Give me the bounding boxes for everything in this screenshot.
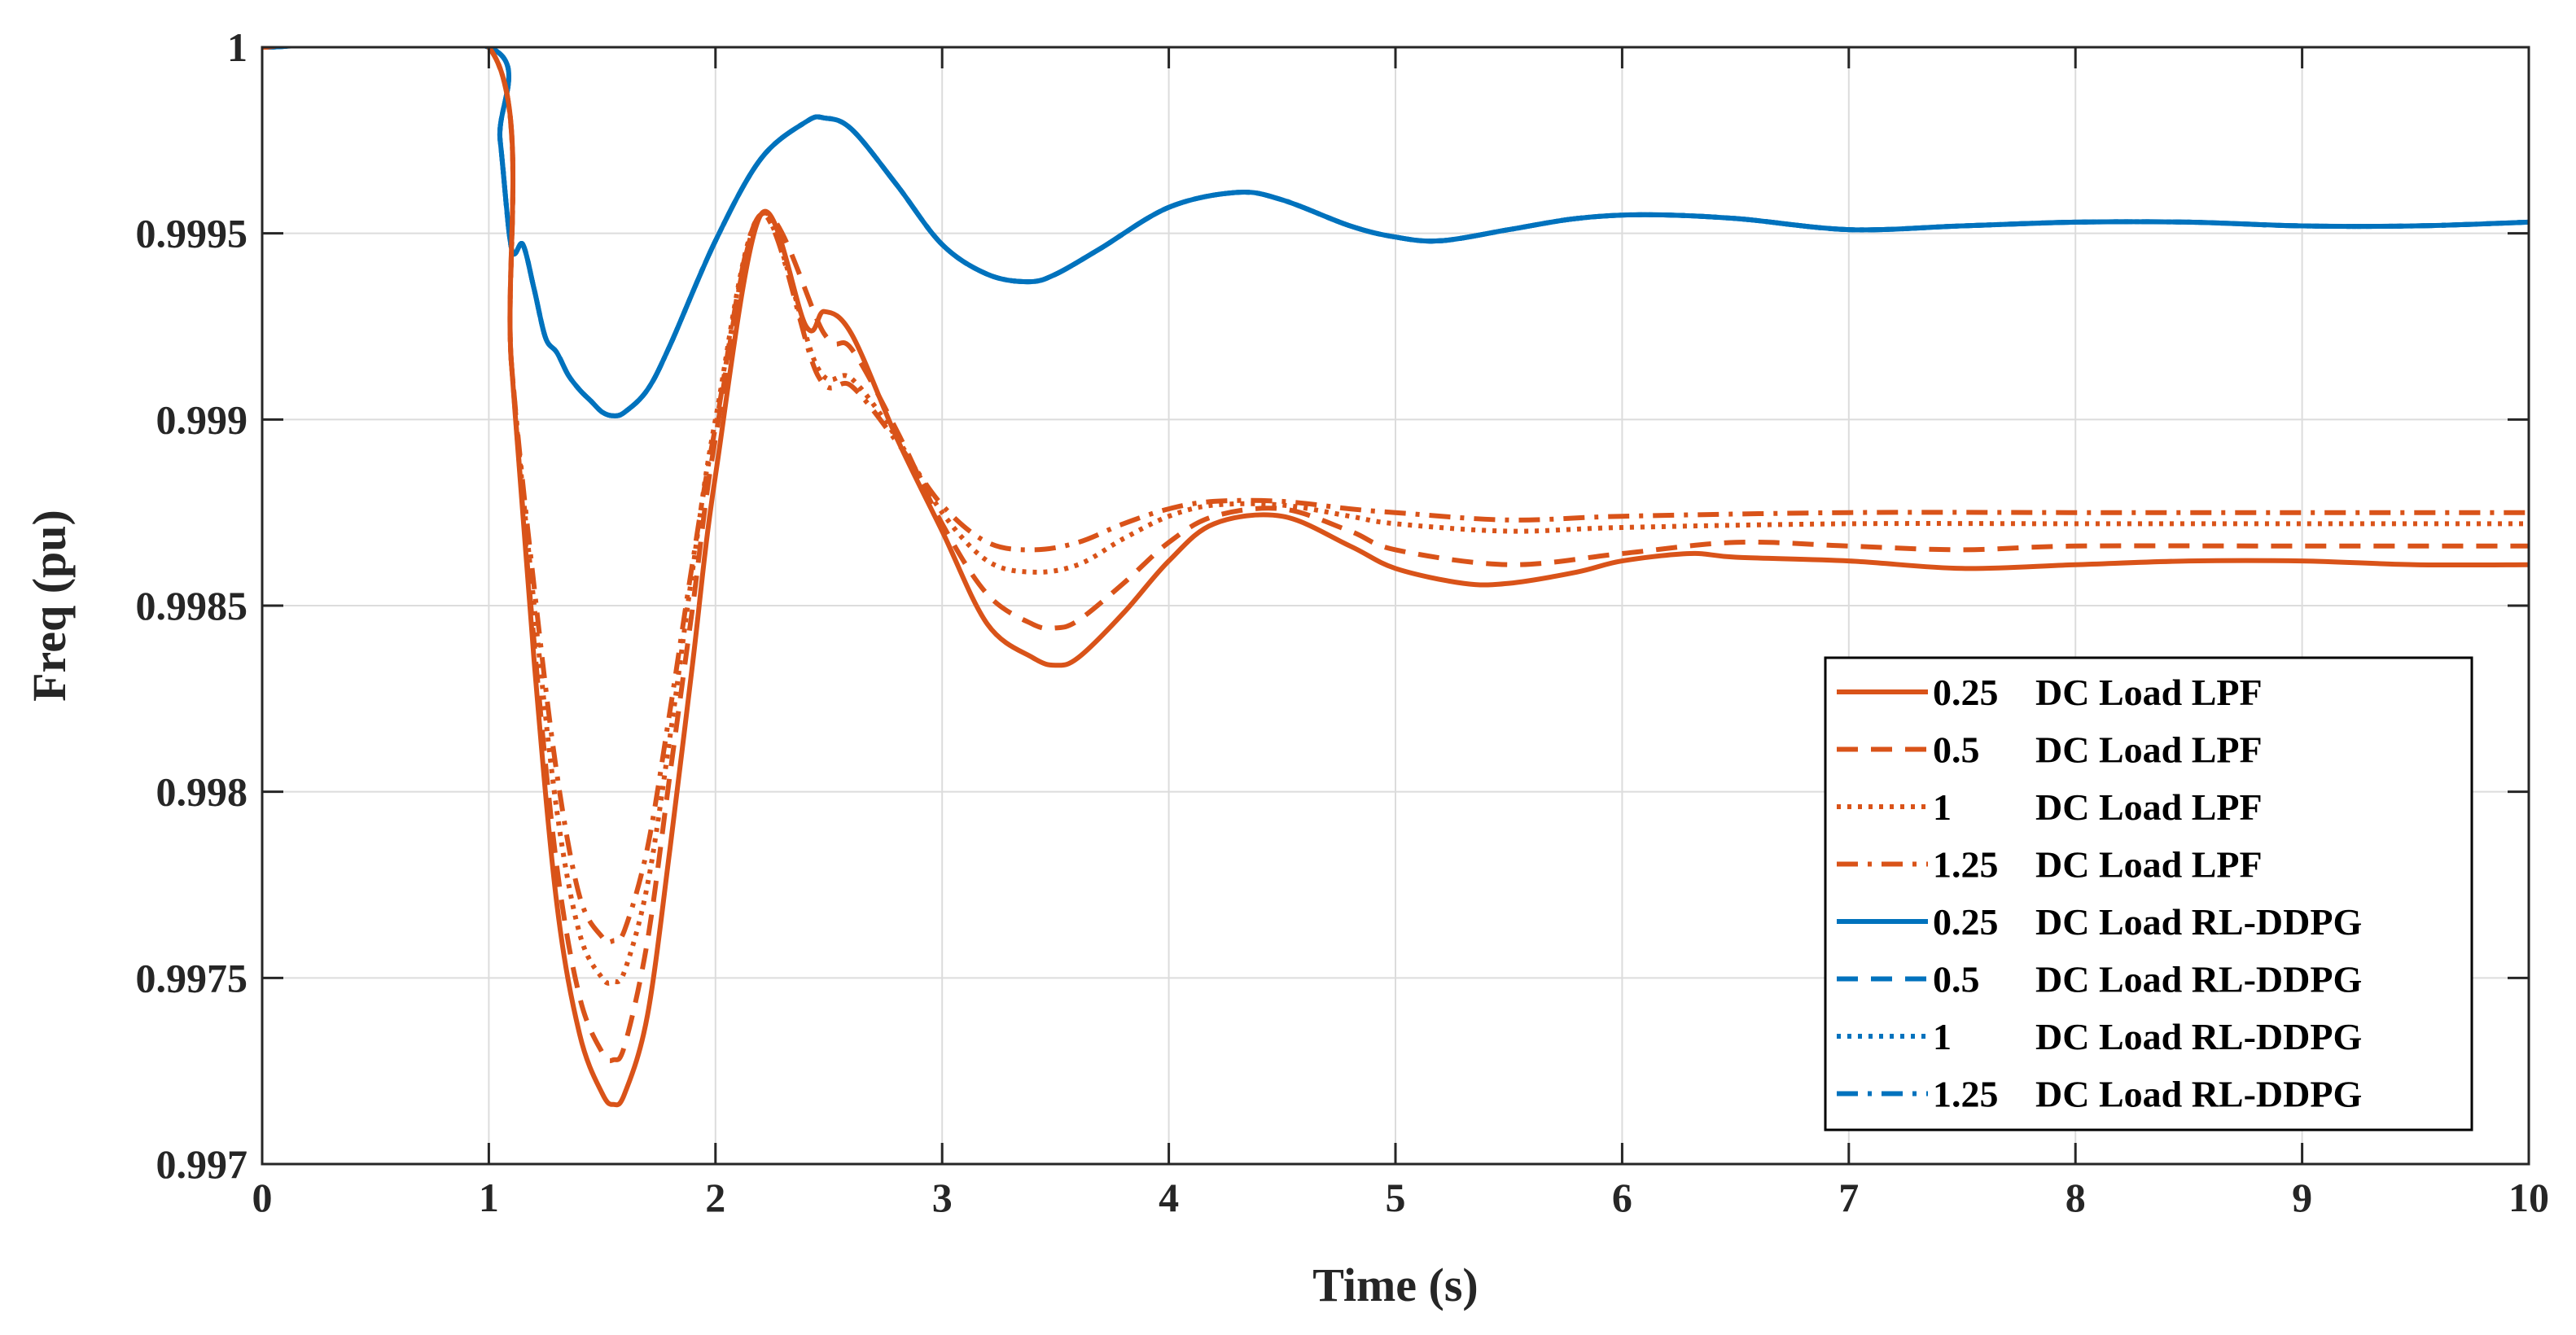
legend-entry-label: DC Load LPF	[2035, 729, 2263, 771]
series-group	[262, 47, 2529, 1108]
legend-entry-value: 0.5	[1933, 959, 1980, 1000]
legend-entry-label: DC Load RL-DDPG	[2035, 1074, 2362, 1115]
series-line	[262, 47, 2529, 986]
x-tick-label: 0	[252, 1175, 273, 1220]
legend-entry-label: DC Load LPF	[2035, 844, 2263, 886]
x-tick-label: 3	[932, 1175, 953, 1220]
legend-entry-value: 0.5	[1933, 729, 1980, 771]
legend-entry-value: 0.25	[1933, 901, 1999, 943]
legend-entry-value: 1	[1933, 786, 1952, 828]
y-tick-label: 1	[227, 24, 248, 70]
x-tick-label: 10	[2508, 1175, 2549, 1220]
y-tick-label: 0.9975	[136, 955, 248, 1000]
legend-entry-value: 1	[1933, 1016, 1952, 1057]
legend-entry-label: DC Load LPF	[2035, 672, 2263, 713]
legend-entry-label: DC Load LPF	[2035, 786, 2263, 828]
legend-box	[1824, 656, 2473, 1131]
legend-entry-label: DC Load RL-DDPG	[2035, 959, 2362, 1000]
axis-ticks: 0 1 2 3 4 5 6 7 8 9 10 0.997 0.9975 0.998 0.9985 0.999 0…	[136, 24, 2550, 1220]
legend-entry-value: 1.25	[1933, 844, 1999, 886]
y-tick-label: 0.9985	[136, 583, 248, 628]
x-tick-label: 9	[2292, 1175, 2312, 1220]
y-tick-label: 0.999	[156, 396, 248, 442]
x-tick-label: 5	[1386, 1175, 1406, 1220]
legend-entry-label: DC Load RL-DDPG	[2035, 1016, 2362, 1057]
legend: 0.25 DC Load LPF 0.5 DC Load LPF 1 DC Load LP…	[1824, 656, 2473, 1131]
y-axis-title: Freq (pu)	[23, 510, 76, 702]
series-line	[262, 47, 2529, 418]
x-tick-label: 8	[2066, 1175, 2086, 1220]
series-line	[262, 47, 2529, 1108]
x-tick-label: 1	[479, 1175, 499, 1220]
series-line	[262, 47, 2529, 945]
legend-entry-label: DC Load RL-DDPG	[2035, 901, 2362, 943]
legend-entry-value: 0.25	[1933, 672, 1999, 713]
x-tick-label: 2	[705, 1175, 725, 1220]
legend-entry-value: 1.25	[1933, 1074, 1999, 1115]
x-tick-label: 7	[1838, 1175, 1859, 1220]
y-tick-label: 0.997	[156, 1141, 248, 1187]
y-tick-label: 0.998	[156, 769, 248, 815]
x-tick-label: 4	[1159, 1175, 1179, 1220]
x-tick-label: 6	[1612, 1175, 1632, 1220]
y-tick-label: 0.9995	[136, 211, 248, 256]
x-axis-title: Time (s)	[1312, 1258, 1479, 1311]
